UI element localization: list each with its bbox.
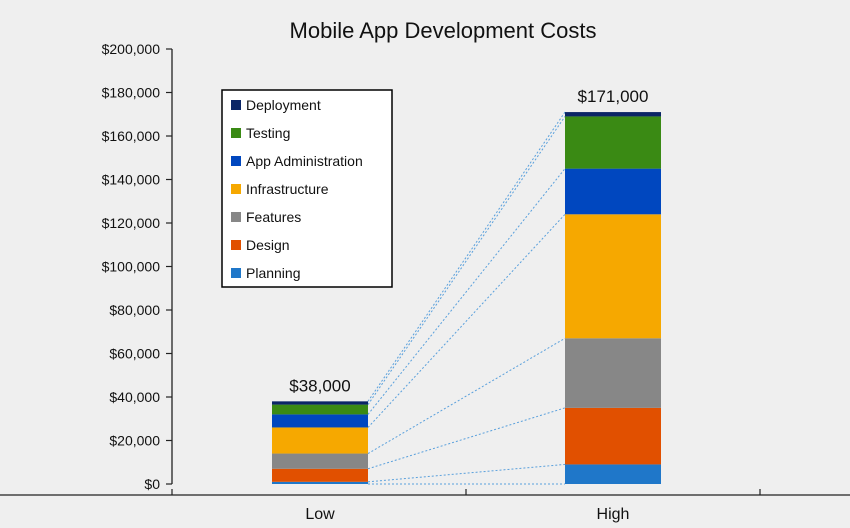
y-axis: $0 $20,000 $40,000 $60,000 $80,000 $100,000 $1… xyxy=(0,41,850,523)
bar-segment-infrastructure xyxy=(565,214,661,339)
chart-title: Mobile App Development Costs xyxy=(290,18,597,43)
bar-segment-deployment xyxy=(272,401,368,405)
legend-swatch xyxy=(231,184,241,194)
legend-swatch xyxy=(231,268,241,278)
connector-line xyxy=(367,213,566,428)
x-tick-label: Low xyxy=(305,506,335,523)
legend-swatch xyxy=(231,100,241,110)
legend-swatch xyxy=(231,156,241,166)
bar-segment-design xyxy=(565,407,661,465)
y-tick-label: $0 xyxy=(144,476,160,492)
legend-swatch xyxy=(231,128,241,138)
y-tick-label: $160,000 xyxy=(102,128,161,144)
bar-segment-app-administration xyxy=(272,414,368,428)
connector-line xyxy=(367,116,566,405)
bar-segment-planning xyxy=(565,464,661,484)
labels: $38,000 $171,000 xyxy=(289,87,648,395)
bar-segment-deployment xyxy=(565,112,661,117)
legend-box xyxy=(221,89,393,288)
y-tick-label: $180,000 xyxy=(102,85,161,101)
bar-segment-testing xyxy=(565,116,661,169)
total-label: $171,000 xyxy=(578,87,649,106)
y-tick-label: $60,000 xyxy=(109,346,160,362)
legend-label: Deployment xyxy=(246,97,321,113)
legend: Deployment Testing App Administration Infra… xyxy=(221,89,393,288)
legend-label: Features xyxy=(246,209,301,225)
connector-line xyxy=(367,111,566,402)
bar-segment-testing xyxy=(272,404,368,415)
connector-line xyxy=(367,168,566,415)
total-label: $38,000 xyxy=(289,376,350,395)
legend-swatch xyxy=(231,212,241,222)
bar-segment-app-administration xyxy=(565,168,661,215)
bar-segment-infrastructure xyxy=(272,427,368,454)
y-tick-label: $40,000 xyxy=(109,389,160,405)
y-tick-label: $20,000 xyxy=(109,433,160,449)
legend-swatch xyxy=(231,240,241,250)
bars xyxy=(272,112,661,484)
legend-label: App Administration xyxy=(246,153,363,169)
connector-lines xyxy=(367,111,566,485)
bar-segment-design xyxy=(272,468,368,482)
legend-label: Planning xyxy=(246,265,301,281)
bar-segment-features xyxy=(272,453,368,469)
y-tick-label: $80,000 xyxy=(109,302,160,318)
connector-line xyxy=(367,337,566,454)
y-tick-label: $100,000 xyxy=(102,259,161,275)
legend-label: Infrastructure xyxy=(246,181,329,197)
y-tick-label: $120,000 xyxy=(102,215,161,231)
y-tick-label: $140,000 xyxy=(102,172,161,188)
connector-line xyxy=(367,463,566,483)
x-tick-label: High xyxy=(597,506,630,523)
legend-label: Design xyxy=(246,237,290,253)
bar-segment-features xyxy=(565,338,661,408)
y-tick-label: $200,000 xyxy=(102,41,161,57)
bar-segment-planning xyxy=(272,481,368,484)
connector-line xyxy=(367,407,566,470)
legend-label: Testing xyxy=(246,125,290,141)
